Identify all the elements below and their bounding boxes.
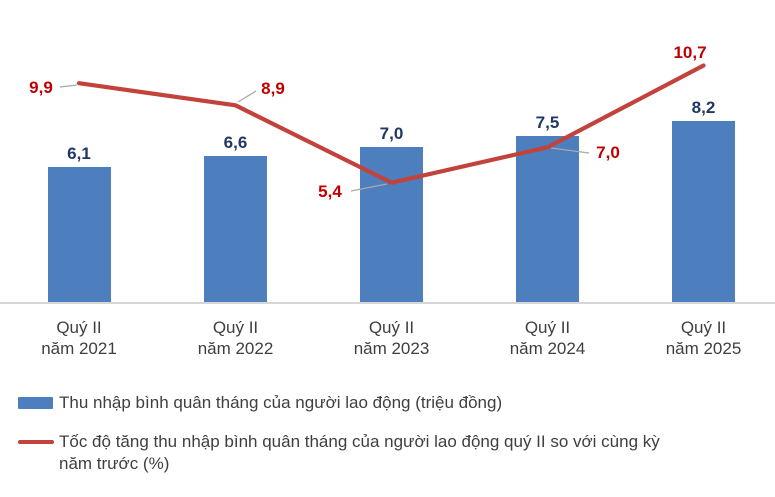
bar-5 xyxy=(672,120,735,302)
bar-series-label: Thu nhập bình quân tháng của người lao đ… xyxy=(59,393,503,412)
legend: Thu nhập bình quân tháng của người lao đ… xyxy=(18,392,763,492)
bar-1 xyxy=(47,167,111,302)
legend-item-income-bars: Thu nhập bình quân tháng của người lao đ… xyxy=(18,392,763,414)
line-value-label-1: 9,9 xyxy=(29,78,53,97)
x-category-label-2: Quý II năm 2022 xyxy=(197,318,274,358)
x-category-label-4: Quý II năm 2024 xyxy=(509,318,586,358)
line-series-swatch xyxy=(18,440,54,444)
bar-value-label-3: 7,0 xyxy=(379,124,404,144)
legend-item-growth-line: Tốc độ tăng thu nhập bình quân tháng của… xyxy=(18,431,763,475)
label-leader-line-2 xyxy=(237,90,257,103)
label-leader-line-1 xyxy=(59,84,78,88)
line-value-label-4: 7,0 xyxy=(596,143,620,162)
x-category-label-3: Quý II năm 2023 xyxy=(353,318,430,358)
bar-value-label-5: 8,2 xyxy=(691,97,716,117)
bar-4 xyxy=(516,136,579,302)
bar-3 xyxy=(360,147,423,302)
line-series-label: Tốc độ tăng thu nhập bình quân tháng của… xyxy=(59,432,660,473)
x-category-label-5: Quý II năm 2025 xyxy=(665,318,742,358)
bar-series-swatch xyxy=(18,397,53,409)
line-value-label-3: 5,4 xyxy=(318,182,342,201)
line-value-label-2: 8,9 xyxy=(261,79,285,98)
x-axis-line xyxy=(0,302,775,304)
x-category-label-1: Quý II năm 2021 xyxy=(41,318,117,358)
bar-value-label-1: 6,1 xyxy=(67,144,91,164)
bar-value-label-4: 7,5 xyxy=(535,113,560,133)
bar-value-label-2: 6,6 xyxy=(223,133,248,153)
line-value-label-5: 10,7 xyxy=(673,43,707,62)
bar-2 xyxy=(204,156,267,302)
